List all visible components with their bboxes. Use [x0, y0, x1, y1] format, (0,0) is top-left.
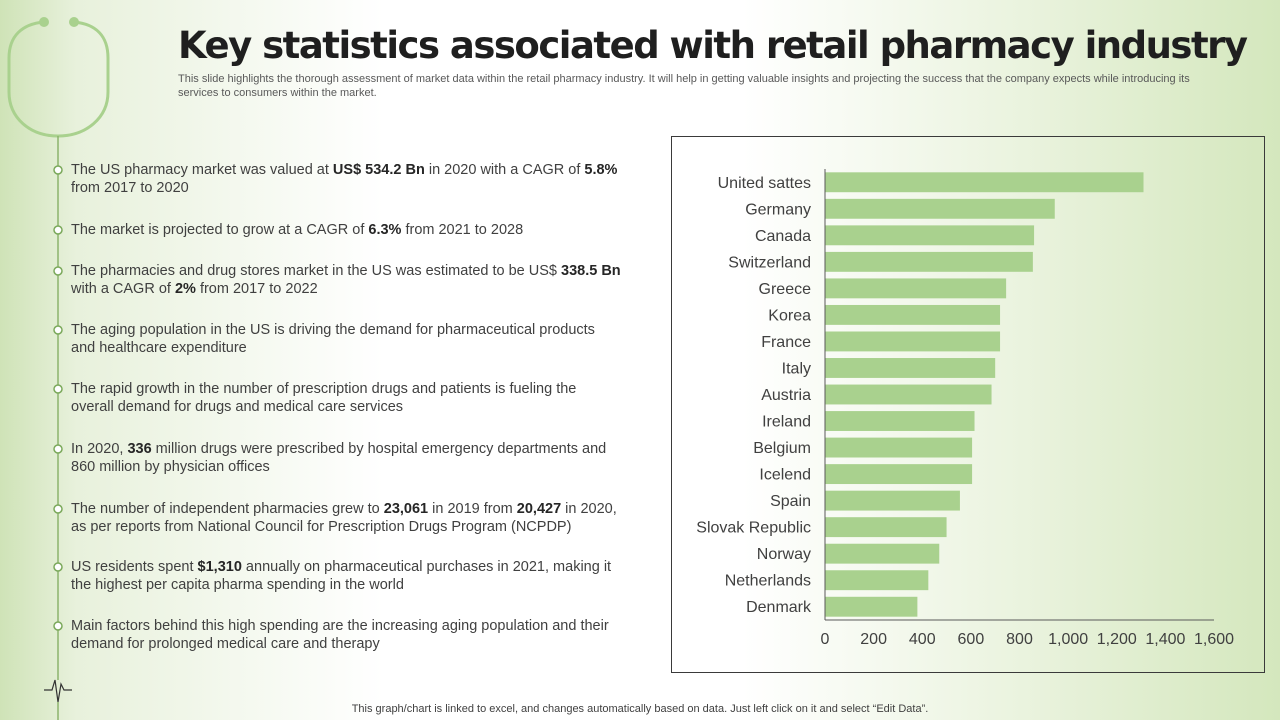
- statistic-text: from 2017 to 2020: [71, 180, 189, 196]
- statistic-item: The aging population in the US is drivin…: [71, 321, 621, 357]
- statistic-text: annually on pharmaceutical purchases in …: [71, 559, 612, 593]
- statistic-highlight: 6.3%: [368, 222, 402, 238]
- bullet-dot: [53, 444, 63, 454]
- page-title: Key statistics associated with retail ph…: [178, 24, 1248, 67]
- statistic-item: Main factors behind this high spending a…: [71, 617, 621, 653]
- statistic-highlight: 5.8%: [584, 162, 618, 178]
- statistic-text: in 2020, as per reports from National Co…: [71, 501, 617, 535]
- statistic-text: US residents spent: [71, 559, 198, 575]
- statistic-item: US residents spent $1,310 annually on ph…: [71, 558, 621, 594]
- statistic-item: The number of independent pharmacies gre…: [71, 500, 621, 536]
- country-bar-chart[interactable]: United sattes Germany Canada Switzerland Gre…: [672, 137, 1266, 674]
- heartbeat-icon: [44, 679, 72, 703]
- statistic-text: from 2021 to 2028: [401, 222, 524, 238]
- statistic-text: The rapid growth in the number of prescr…: [71, 381, 577, 415]
- bar: [825, 358, 996, 378]
- bar: [825, 198, 1055, 219]
- x-tick-label: 600: [958, 631, 985, 648]
- statistic-text: in 2019 from: [428, 501, 517, 517]
- bar: [825, 304, 1001, 325]
- bar: [825, 331, 1001, 352]
- category-label: Icelend: [759, 467, 811, 484]
- statistic-text: The number of independent pharmacies gre…: [71, 501, 384, 517]
- category-label: Ireland: [762, 414, 811, 431]
- bullet-dot: [53, 384, 63, 394]
- statistic-text: The US pharmacy market was valued at: [71, 162, 333, 178]
- bullet-dot: [53, 165, 63, 175]
- statistic-text: The market is projected to grow at a CAG…: [71, 222, 369, 238]
- bar: [825, 517, 947, 538]
- bullet-dots: [53, 165, 63, 631]
- category-label: Spain: [770, 493, 811, 510]
- category-label: Belgium: [753, 440, 811, 457]
- bar: [825, 490, 960, 511]
- category-label: Switzerland: [728, 254, 811, 271]
- x-tick-label: 200: [860, 631, 887, 648]
- bar: [825, 278, 1007, 299]
- bullet-dot: [53, 504, 63, 514]
- statistic-highlight: 23,061: [383, 501, 429, 517]
- x-tick-label: 1,200: [1097, 631, 1137, 648]
- category-label: United sattes: [718, 175, 811, 192]
- statistic-highlight: 336: [127, 441, 152, 457]
- statistic-item: The market is projected to grow at a CAG…: [71, 221, 621, 239]
- page-subtitle: This slide highlights the thorough asses…: [178, 73, 1190, 99]
- bar: [825, 225, 1035, 246]
- statistic-text: with a CAGR of: [71, 281, 175, 297]
- statistic-item: In 2020, 336 million drugs were prescrib…: [71, 440, 621, 476]
- statistic-text: In 2020,: [71, 441, 128, 457]
- category-label: Netherlands: [725, 573, 811, 590]
- bar: [825, 543, 940, 564]
- bar: [825, 251, 1033, 272]
- bullet-dot: [53, 225, 63, 235]
- category-label: Canada: [755, 228, 811, 245]
- x-tick-label: 1,000: [1048, 631, 1088, 648]
- x-tick-label: 400: [909, 631, 936, 648]
- category-label: Germany: [745, 201, 811, 218]
- bullet-dot: [53, 621, 63, 631]
- category-label: Slovak Republic: [696, 520, 811, 537]
- statistic-item: The rapid growth in the number of prescr…: [71, 380, 621, 416]
- x-tick-label: 0: [821, 631, 830, 648]
- statistic-text: The pharmacies and drug stores market in…: [71, 263, 562, 279]
- statistic-highlight: 2%: [174, 281, 196, 297]
- bar: [825, 570, 929, 591]
- statistic-item: The pharmacies and drug stores market in…: [71, 262, 621, 298]
- statistic-text: Main factors behind this high spending a…: [71, 618, 609, 652]
- x-tick-label: 1,600: [1194, 631, 1234, 648]
- statistic-text: in 2020 with a CAGR of: [424, 162, 585, 178]
- statistic-highlight: $1,310: [197, 559, 242, 575]
- category-label: France: [761, 334, 811, 351]
- statistic-highlight: 338.5 Bn: [561, 263, 621, 279]
- category-label: Italy: [782, 360, 811, 377]
- x-tick-label: 800: [1006, 631, 1033, 648]
- category-label: Austria: [761, 387, 811, 404]
- category-label: Norway: [757, 546, 811, 563]
- stethoscope-decoration: [7, 17, 110, 720]
- bar: [825, 172, 1144, 193]
- category-label: Korea: [768, 307, 811, 324]
- bullet-dot: [53, 562, 63, 572]
- bar: [825, 437, 973, 458]
- statistic-highlight: US$ 534.2 Bn: [332, 162, 425, 178]
- statistic-text: million drugs were prescribed by hospita…: [71, 441, 607, 475]
- stethoscope-icon: [7, 20, 110, 138]
- statistic-item: The US pharmacy market was valued at US$…: [71, 161, 621, 197]
- bar: [825, 464, 973, 485]
- bullet-dot: [53, 325, 63, 335]
- category-label: Greece: [759, 281, 812, 298]
- statistic-text: The aging population in the US is drivin…: [71, 322, 595, 356]
- bar: [825, 596, 918, 617]
- statistic-text: from 2017 to 2022: [195, 281, 318, 297]
- bar: [825, 411, 975, 431]
- x-tick-label: 1,400: [1145, 631, 1185, 648]
- bullet-dot: [53, 266, 63, 276]
- chart-frame[interactable]: United sattes Germany Canada Switzerland Gre…: [671, 136, 1265, 673]
- bar: [825, 384, 992, 405]
- category-label: Denmark: [746, 599, 812, 616]
- footnote: This graph/chart is linked to excel, and…: [351, 703, 929, 715]
- statistic-highlight: 20,427: [516, 501, 562, 517]
